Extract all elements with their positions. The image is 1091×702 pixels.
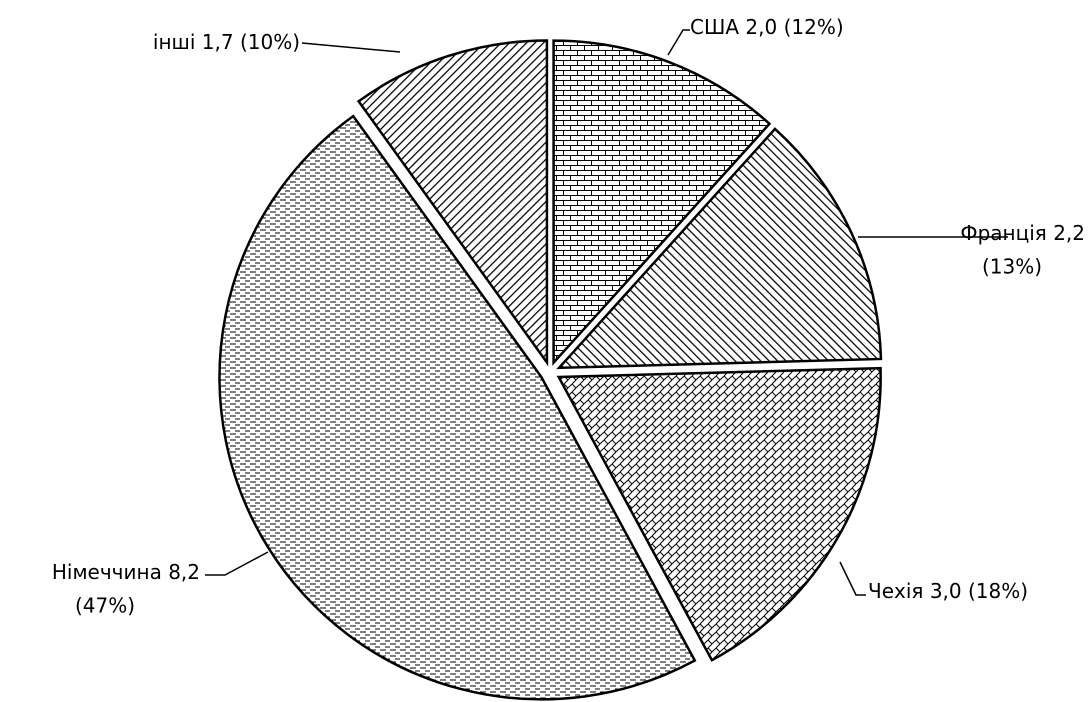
slice-label: інші 1,7 (10%): [153, 30, 300, 54]
slice-label: США 2,0 (12%): [690, 15, 844, 39]
slice-label: Чехія 3,0 (18%): [868, 579, 1028, 603]
pie-slice: [356, 39, 549, 367]
slice-label: Німеччина 8,2: [52, 560, 200, 584]
leader-line: [205, 551, 269, 576]
leader-line: [301, 42, 401, 53]
pie-slice: [218, 114, 697, 701]
leader-line: [839, 561, 866, 596]
slice-label: (13%): [982, 255, 1042, 279]
pie-slice: [556, 366, 882, 662]
leader-line: [667, 29, 690, 56]
pie-slice: [552, 39, 772, 366]
slice-label: Франція 2,2: [960, 221, 1085, 245]
pie-slice: [556, 127, 883, 370]
slice-label: (47%): [75, 594, 135, 618]
